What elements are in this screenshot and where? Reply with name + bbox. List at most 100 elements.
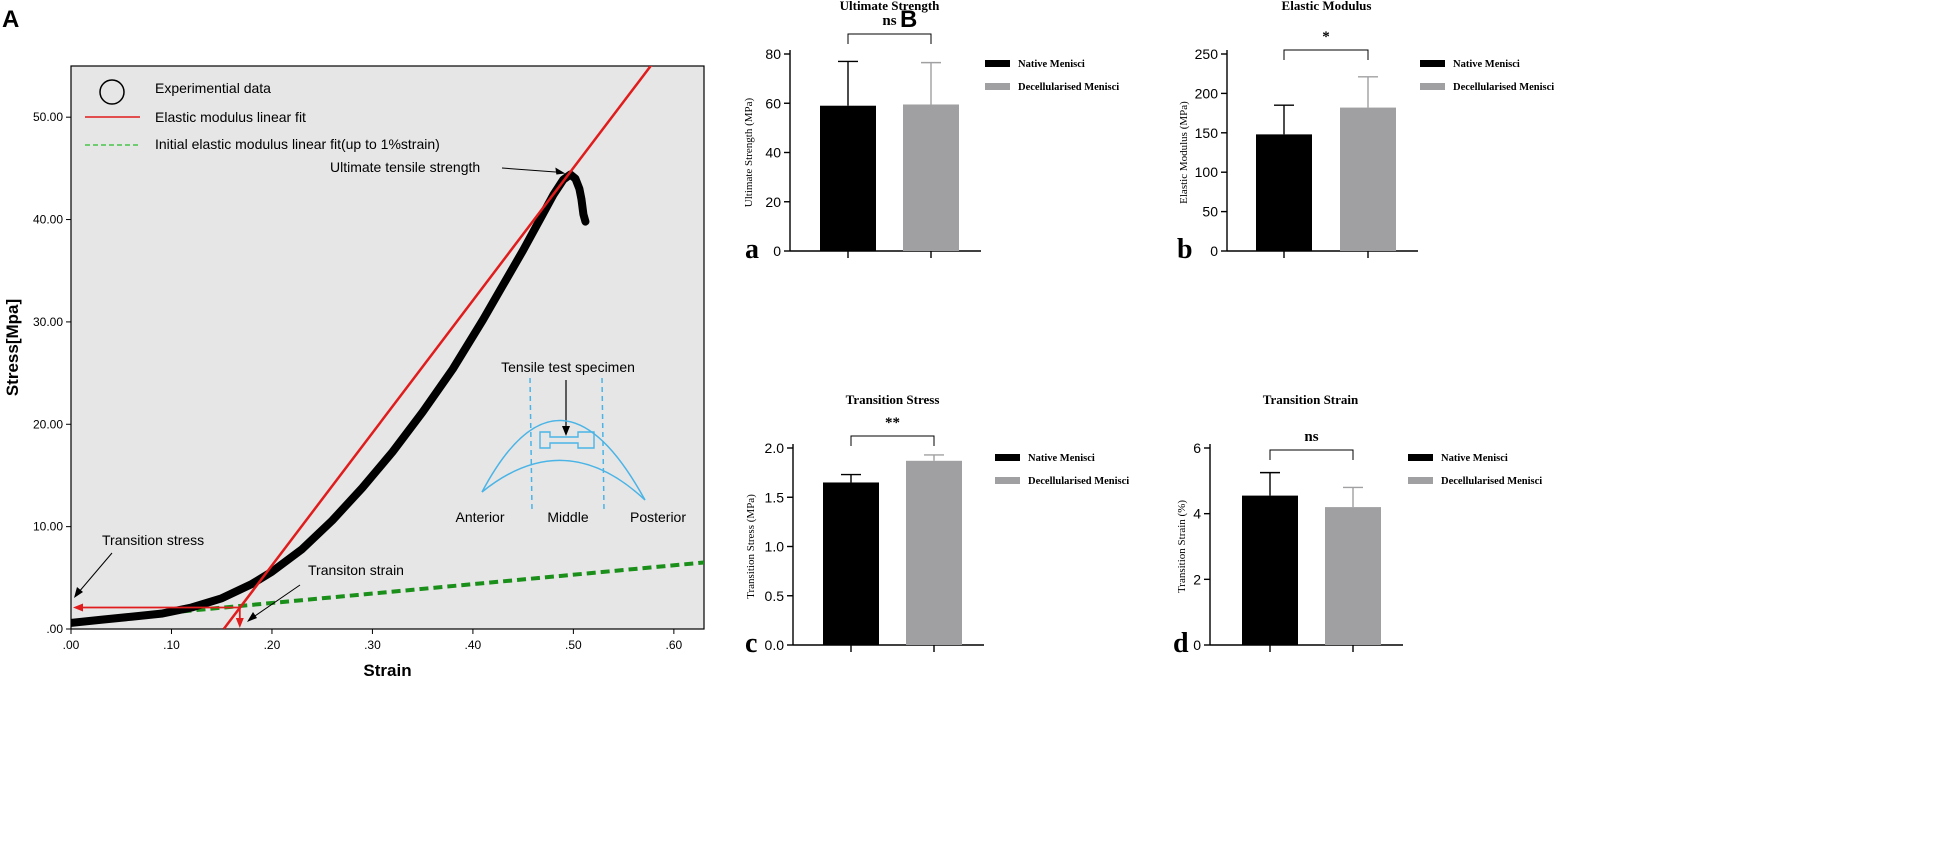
significance-bracket bbox=[850, 435, 935, 446]
x-tick-label: .10 bbox=[163, 638, 180, 652]
tensile-specimen-inset: Tensile test specimen Anterior Middle Poste… bbox=[455, 359, 686, 525]
legend-label-native: Native Menisci bbox=[1018, 59, 1085, 70]
legend-swatch-native bbox=[985, 60, 1010, 67]
legend-swatch-decellularised bbox=[1408, 477, 1433, 484]
legend-label-initial-fit: Initial elastic modulus linear fit(up to… bbox=[155, 136, 440, 152]
legend-swatch-decellularised bbox=[995, 477, 1020, 484]
elastic-modulus-fit-line bbox=[222, 66, 653, 629]
y-tick-label: 40 bbox=[765, 145, 781, 161]
bar-native bbox=[1256, 134, 1312, 251]
bar-decellularised bbox=[1325, 507, 1381, 645]
transition-stress-chart: Transition Stress 0.0 0.5 1.0 1.5 2.0 Transiti… bbox=[745, 392, 1129, 659]
y-tick-label: 0.5 bbox=[765, 588, 785, 604]
legend-label-decellularised: Decellularised Menisci bbox=[1028, 476, 1129, 487]
annotation-uts: Ultimate tensile strength bbox=[330, 159, 480, 175]
annotation-transition-stress: Transition stress bbox=[102, 532, 204, 548]
subpanel-label: b bbox=[1177, 234, 1193, 265]
inset-title: Tensile test specimen bbox=[501, 359, 635, 375]
legend-swatch-native bbox=[1420, 60, 1445, 67]
y-tick-label: 0.0 bbox=[765, 637, 785, 653]
transition-strain-arrowhead bbox=[235, 618, 244, 628]
x-tick-label: .60 bbox=[666, 638, 683, 652]
subpanel-label: a bbox=[745, 234, 759, 265]
y-tick-label: 2.0 bbox=[765, 440, 785, 456]
y-tick-label: 250 bbox=[1195, 46, 1219, 62]
y-tick-label: 6 bbox=[1193, 440, 1201, 456]
x-tick-label: .20 bbox=[264, 638, 281, 652]
y-tick-label: 0 bbox=[1193, 637, 1201, 653]
chart-title: Ultimate Strength bbox=[840, 0, 941, 13]
x-axis-label: Strain bbox=[363, 661, 411, 680]
significance-bracket bbox=[1269, 449, 1354, 460]
legend-swatch-native bbox=[995, 454, 1020, 461]
legend-marker-experimental bbox=[99, 79, 125, 105]
y-tick-label: .00 bbox=[46, 622, 63, 636]
significance-bracket bbox=[1283, 49, 1369, 60]
bar-decellularised bbox=[1340, 107, 1396, 251]
y-tick-label: 50 bbox=[1202, 204, 1218, 220]
annotation-uts-arrowhead bbox=[555, 167, 566, 175]
dogbone-specimen bbox=[539, 431, 595, 449]
subpanel-label: c bbox=[745, 628, 757, 659]
elastic-modulus-chart: Elastic Modulus 0 50 100 150 200 250 Elastic Mo… bbox=[1177, 0, 1554, 265]
bar-native bbox=[823, 482, 879, 645]
legend-swatch-decellularised bbox=[985, 83, 1010, 90]
legend-label-decellularised: Decellularised Menisci bbox=[1441, 476, 1542, 487]
panel-label-b: B bbox=[900, 6, 917, 33]
significance-marker: ns bbox=[882, 13, 896, 29]
ultimate-strength-chart: Ultimate Strength 0 20 40 60 80 Ultimate Stren… bbox=[743, 0, 1119, 265]
y-axis-label: Stress[Mpa] bbox=[3, 299, 22, 396]
y-tick-label: 150 bbox=[1195, 125, 1219, 141]
y-tick-label: 40.00 bbox=[33, 213, 63, 227]
annotation-transition-strain-arrowhead bbox=[247, 612, 257, 622]
subpanel-label: d bbox=[1173, 628, 1189, 659]
annotation-transition-stress-pointer bbox=[77, 552, 113, 594]
y-axis-label: Ultimate Strength (MPa) bbox=[743, 97, 755, 207]
region-label-middle: Middle bbox=[547, 509, 588, 525]
annotation-uts-pointer bbox=[501, 167, 563, 174]
y-axis-label: Transition Stress (MPa) bbox=[745, 494, 757, 599]
annotation-transition-strain: Transiton strain bbox=[308, 562, 404, 578]
y-tick-label: 60 bbox=[765, 95, 781, 111]
y-tick-label: 20.00 bbox=[33, 417, 63, 431]
region-label-posterior: Posterior bbox=[630, 509, 686, 525]
transition-stress-arrowhead bbox=[73, 603, 83, 612]
x-tick-label: .30 bbox=[364, 638, 381, 652]
annotation-transition-strain-pointer bbox=[251, 584, 301, 619]
y-tick-label: 30.00 bbox=[33, 315, 63, 329]
y-tick-label: 50.00 bbox=[33, 110, 63, 124]
legend-label-elastic-fit: Elastic modulus linear fit bbox=[155, 109, 306, 125]
transition-strain-chart: Transition Strain 0 2 4 6 Transition Strain (… bbox=[1173, 392, 1542, 659]
inset-arrowhead bbox=[562, 426, 570, 436]
chart-title: Transition Stress bbox=[846, 392, 940, 407]
y-tick-label: 200 bbox=[1195, 85, 1219, 101]
stress-strain-chart: .00 10.00 20.00 30.00 40.00 50.00 .00 .10 .20 .30… bbox=[3, 65, 705, 680]
y-tick-label: 1.5 bbox=[765, 489, 785, 505]
bar-decellularised bbox=[903, 104, 959, 251]
y-tick-label: 2 bbox=[1193, 571, 1201, 587]
significance-marker: ** bbox=[885, 415, 900, 431]
legend-swatch-decellularised bbox=[1420, 83, 1445, 90]
region-divider-right bbox=[601, 377, 605, 511]
bar-native bbox=[1242, 495, 1298, 645]
chart-title: Elastic Modulus bbox=[1282, 0, 1372, 13]
region-label-anterior: Anterior bbox=[455, 509, 504, 525]
legend-label-native: Native Menisci bbox=[1028, 453, 1095, 464]
y-tick-label: 0 bbox=[773, 243, 781, 259]
significance-marker: * bbox=[1322, 29, 1330, 45]
y-tick-label: 20 bbox=[765, 194, 781, 210]
legend-label-decellularised: Decellularised Menisci bbox=[1018, 82, 1119, 93]
y-tick-label: 1.0 bbox=[765, 539, 785, 555]
plot-series bbox=[71, 66, 704, 629]
panel-label-a: A bbox=[2, 6, 19, 33]
y-axis-label: Elastic Modulus (MPa) bbox=[1178, 101, 1190, 204]
legend-label-experimental: Experimential data bbox=[155, 80, 271, 96]
bar-decellularised bbox=[906, 460, 962, 645]
y-tick-label: 10.00 bbox=[33, 520, 63, 534]
meniscus-inner-arc bbox=[481, 459, 646, 501]
significance-bracket bbox=[847, 33, 932, 44]
plot-area bbox=[70, 65, 705, 630]
legend-swatch-native bbox=[1408, 454, 1433, 461]
x-tick-label: .50 bbox=[565, 638, 582, 652]
